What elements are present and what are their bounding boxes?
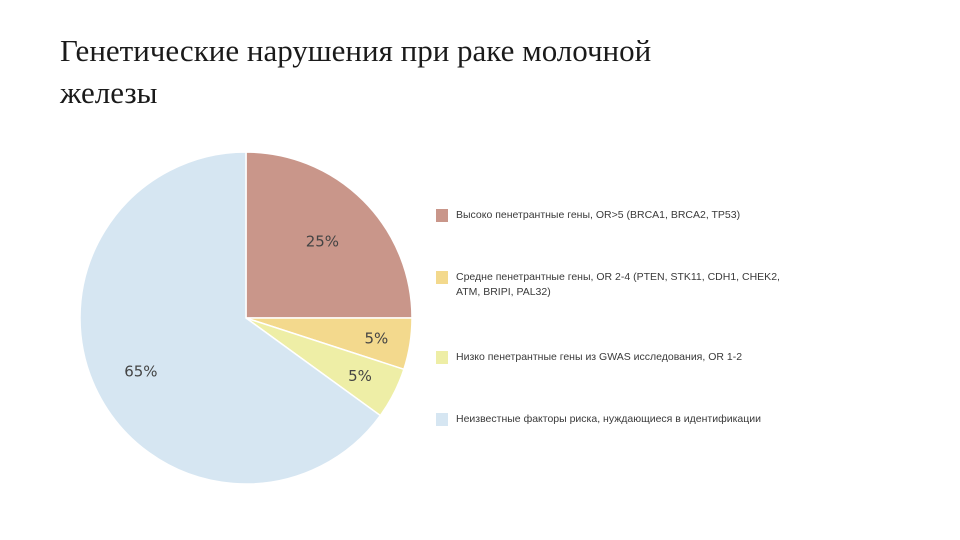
legend-item-low-penetrance: Низко пенетрантные гены из GWAS исследов… xyxy=(436,350,786,365)
legend-swatch-unknown xyxy=(436,413,448,426)
title-line-2: железы xyxy=(60,75,158,110)
legend-item-medium-penetrance: Средне пенетрантные гены, OR 2-4 (PTEN, … xyxy=(436,270,786,300)
legend-swatch-medium-penetrance xyxy=(436,271,448,284)
slice-label-unknown: 65% xyxy=(124,363,157,381)
slide-title: Генетические нарушения при раке молочной… xyxy=(60,30,760,114)
legend-item-unknown: Неизвестные факторы риска, нуждающиеся в… xyxy=(436,412,786,427)
legend-item-high-penetrance: Высоко пенетрантные гены, OR>5 (BRCA1, B… xyxy=(436,208,786,223)
title-line-1: Генетические нарушения при раке молочной xyxy=(60,33,652,68)
pie-slice-high-penetrance xyxy=(245,151,413,319)
legend-swatch-low-penetrance xyxy=(436,351,448,364)
slice-label-low-penetrance: 5% xyxy=(348,367,372,385)
legend-label-low-penetrance: Низко пенетрантные гены из GWAS исследов… xyxy=(456,351,743,363)
slice-label-high-penetrance: 25% xyxy=(306,233,339,251)
slice-label-medium-penetrance: 5% xyxy=(364,330,388,348)
legend-label-unknown: Неизвестные факторы риска, нуждающиеся в… xyxy=(456,413,761,425)
legend-swatch-high-penetrance xyxy=(436,209,448,222)
pie-slice-unknown xyxy=(79,151,382,485)
legend-label-high-penetrance: Высоко пенетрантные гены, OR>5 (BRCA1, B… xyxy=(456,209,741,221)
legend-label-medium-penetrance: Средне пенетрантные гены, OR 2-4 (PTEN, … xyxy=(456,271,780,298)
